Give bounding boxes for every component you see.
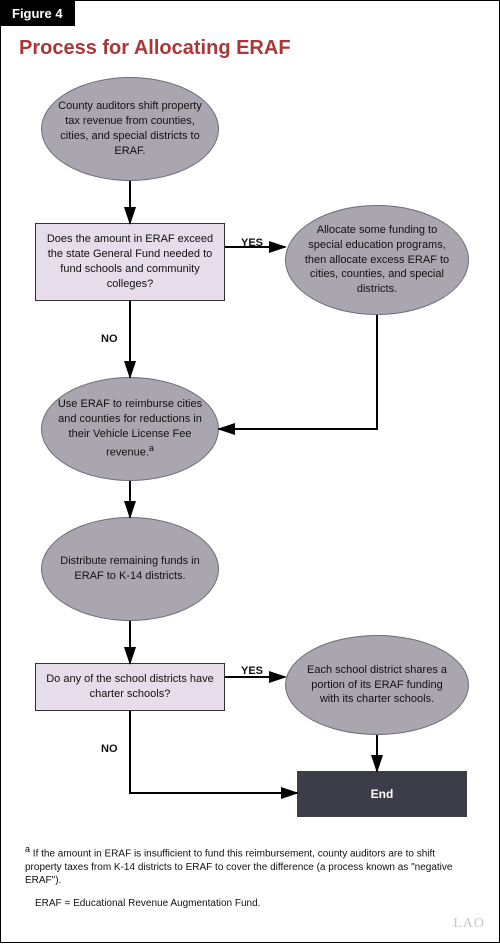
node-text: Use ERAF to reimburse cities and countie…: [56, 397, 204, 460]
node-reimburse: Use ERAF to reimburse cities and countie…: [41, 377, 219, 481]
footnote-def: ERAF = Educational Revenue Augmentation …: [35, 897, 455, 911]
node-distribute: Distribute remaining funds in ERAF to K-…: [41, 517, 219, 621]
node-charter: Each school district shares a portion of…: [285, 635, 469, 735]
figure-container: Figure 4 Process for Allocating ERAF Cou…: [0, 0, 500, 943]
footnote-text: If the amount in ERAF is insufficient to…: [25, 848, 452, 886]
node-end: End: [297, 771, 467, 817]
edge-label-no: NO: [101, 333, 118, 345]
node-text: Allocate some funding to special educati…: [300, 223, 454, 297]
edge-label-no: NO: [101, 743, 118, 755]
decision-2: Do any of the school districts have char…: [35, 663, 225, 711]
footnote-marker: a: [25, 844, 30, 854]
figure-title: Process for Allocating ERAF: [19, 37, 291, 60]
node-text: Does the amount in ERAF exceed the state…: [46, 232, 214, 291]
watermark-lao: LAO: [453, 916, 485, 932]
decision-1: Does the amount in ERAF exceed the state…: [35, 223, 225, 301]
footnote-a: a If the amount in ERAF is insufficient …: [25, 843, 455, 888]
node-text: County auditors shift property tax reven…: [56, 99, 204, 158]
edge-label-yes: YES: [241, 237, 263, 249]
figure-label: Figure 4: [0, 1, 75, 26]
node-text: Each school district shares a portion of…: [300, 663, 454, 708]
node-allocate: Allocate some funding to special educati…: [285, 205, 469, 315]
node-text: End: [371, 787, 394, 801]
edge-label-yes: YES: [241, 665, 263, 677]
node-text: Distribute remaining funds in ERAF to K-…: [56, 554, 204, 584]
node-text: Do any of the school districts have char…: [46, 672, 214, 702]
node-start: County auditors shift property tax reven…: [41, 77, 219, 181]
